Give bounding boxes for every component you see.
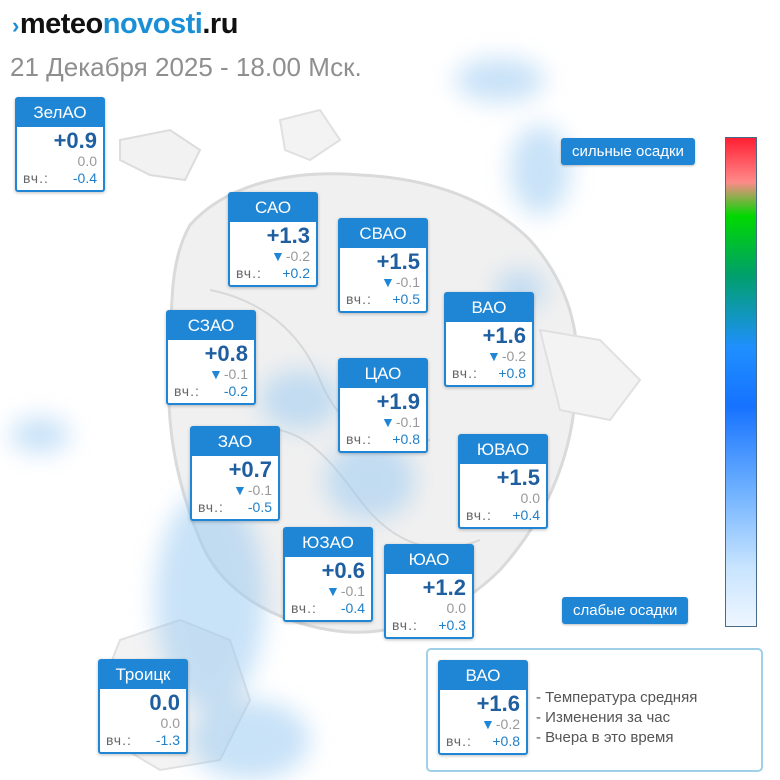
district-yesterday: вч.: +0.8 [452,365,526,381]
district-card-yuzao[interactable]: ЮЗАО +0.6 ▼-0.1 вч.: -0.4 [283,527,373,622]
district-card-yuvao[interactable]: ЮВАО +1.5 0.0 вч.: +0.4 [458,434,548,529]
district-name: ЮВАО [460,436,546,464]
district-card-szao[interactable]: СЗАО +0.8 ▼-0.1 вч.: -0.2 [166,310,256,405]
district-name: ЮАО [386,546,472,574]
district-card-yuao[interactable]: ЮАО +1.2 0.0 вч.: +0.3 [384,544,474,639]
district-yesterday: вч.: +0.8 [446,733,520,749]
district-temp: +0.7 [228,457,272,482]
district-name: Троицк [100,661,186,689]
down-triangle-icon: ▼ [233,482,247,498]
scale-bottom-label: слабые осадки [562,597,689,624]
district-yesterday: вч.: -0.2 [174,383,248,399]
district-card-vao[interactable]: ВАО +1.6 ▼-0.2 вч.: +0.8 [444,292,534,387]
legend-line-change: - Изменения за час [536,709,671,726]
district-name: СВАО [340,220,426,248]
district-name: ЗелАО [17,99,103,127]
district-yesterday: вч.: -0.4 [291,600,365,616]
district-card-tsao[interactable]: ЦАО +1.9 ▼-0.1 вч.: +0.8 [338,358,428,453]
district-change: ▼-0.1 [381,414,420,430]
district-name: СЗАО [168,312,254,340]
district-yesterday: вч.: -1.3 [106,732,180,748]
district-card-sao[interactable]: САО +1.3 ▼-0.2 вч.: +0.2 [228,192,318,287]
district-card-zao[interactable]: ЗАО +0.7 ▼-0.1 вч.: -0.5 [190,426,280,521]
legend-line-temp: - Температура средняя [536,689,698,706]
district-temp: +1.2 [422,575,466,600]
scale-top-label: сильные осадки [561,138,695,165]
district-temp: +1.9 [376,389,420,414]
down-triangle-icon: ▼ [381,274,395,290]
district-yesterday: вч.: +0.2 [236,265,310,281]
district-card-zelao[interactable]: ЗелАО +0.9 0.0 вч.: -0.4 [15,97,105,192]
down-triangle-icon: ▼ [326,583,340,599]
district-yesterday: вч.: -0.4 [23,170,97,186]
down-triangle-icon: ▼ [481,716,495,732]
precipitation-areas [10,58,570,780]
district-change: ▼-0.2 [271,248,310,264]
district-temp: +0.8 [204,341,248,366]
legend-sample-card: ВАО +1.6 ▼-0.2 вч.: +0.8 [438,660,528,755]
precipitation-scale-bar [725,137,757,627]
district-temp: +0.6 [321,558,365,583]
district-yesterday: вч.: -0.5 [198,499,272,515]
down-triangle-icon: ▼ [381,414,395,430]
district-change: 0.0 [77,153,97,169]
district-temp: +1.5 [496,465,540,490]
district-change: ▼-0.1 [381,274,420,290]
site-logo[interactable]: ›meteonovosti.ru [12,8,238,40]
district-temp: +1.3 [266,223,310,248]
district-change: 0.0 [160,715,180,731]
district-change: ▼-0.1 [209,366,248,382]
legend-box: ВАО +1.6 ▼-0.2 вч.: +0.8 - Температура ср… [426,648,763,772]
district-name: ВАО [446,294,532,322]
district-name: ВАО [440,662,526,690]
district-temp: +1.5 [376,249,420,274]
legend-descriptions: - Температура средняя - Изменения за час… [536,688,697,748]
district-yesterday: вч.: +0.4 [466,507,540,523]
district-change: ▼-0.2 [487,348,526,364]
legend-line-yesterday: - Вчера в это время [536,729,674,746]
district-change: ▼-0.1 [326,583,365,599]
district-card-svao[interactable]: СВАО +1.5 ▼-0.1 вч.: +0.5 [338,218,428,313]
district-change: ▼-0.1 [233,482,272,498]
down-triangle-icon: ▼ [271,248,285,264]
down-triangle-icon: ▼ [487,348,501,364]
district-name: САО [230,194,316,222]
logo-arrow-icon: › [12,13,19,38]
district-name: ЗАО [192,428,278,456]
down-triangle-icon: ▼ [209,366,223,382]
district-name: ЮЗАО [285,529,371,557]
district-temp: +1.6 [476,691,520,716]
district-change: ▼-0.2 [481,716,520,732]
district-yesterday: вч.: +0.5 [346,291,420,307]
district-change: 0.0 [520,490,540,506]
district-temp: +0.9 [53,128,97,153]
district-card-troitsk[interactable]: Троицк 0.0 0.0 вч.: -1.3 [98,659,188,754]
forecast-timestamp: 21 Декабря 2025 - 18.00 Мск. [10,52,362,82]
district-yesterday: вч.: +0.8 [346,431,420,447]
district-name: ЦАО [340,360,426,388]
district-temp: 0.0 [149,690,180,715]
district-yesterday: вч.: +0.3 [392,617,466,633]
district-change: 0.0 [446,600,466,616]
district-temp: +1.6 [482,323,526,348]
